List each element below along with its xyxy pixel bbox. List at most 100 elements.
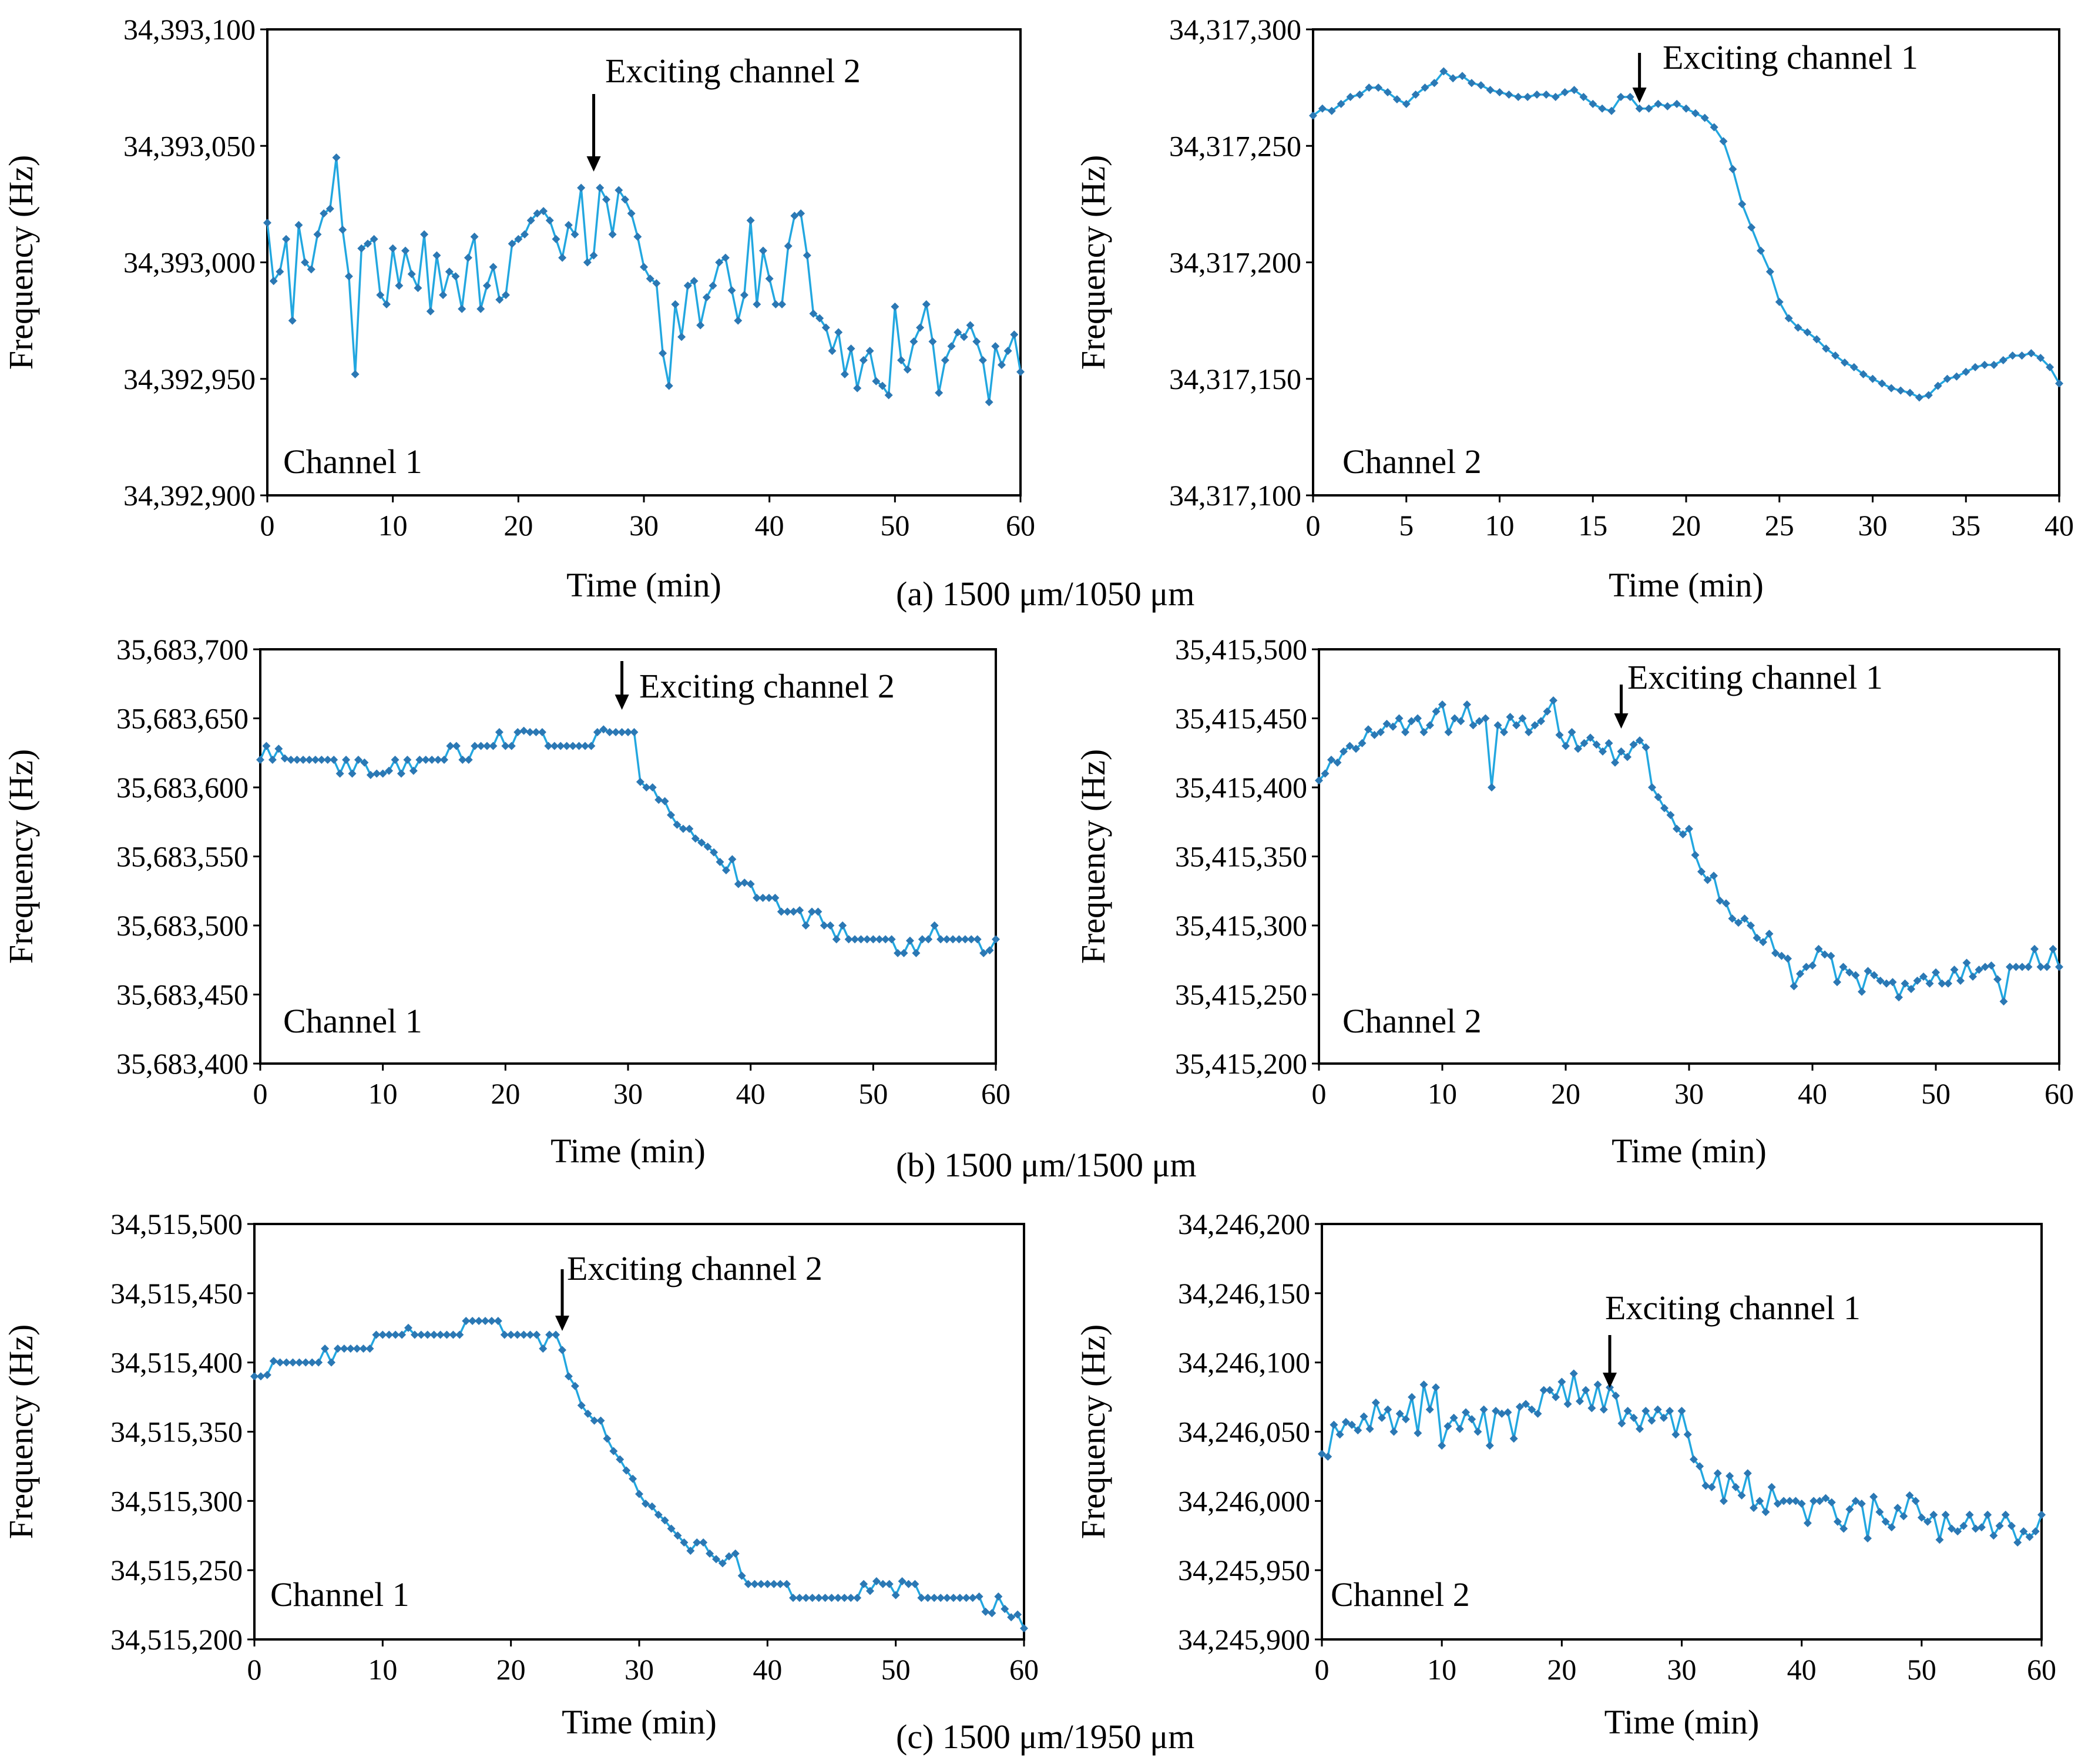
data-point: [1653, 1405, 1662, 1414]
data-point: [966, 321, 975, 330]
y-tick-label: 34,317,100: [1169, 479, 1301, 512]
channel-label: Channel 1: [283, 1002, 422, 1040]
data-point: [757, 1579, 766, 1588]
data-point: [712, 1555, 720, 1564]
data-point: [391, 1330, 400, 1339]
x-tick-label: 40: [1798, 1077, 1827, 1110]
data-point: [795, 1594, 804, 1602]
data-point: [476, 304, 485, 313]
data-point: [2031, 1527, 2040, 1536]
data-point: [550, 742, 559, 750]
data-point: [955, 935, 964, 944]
data-point: [826, 921, 835, 930]
data-point: [1586, 733, 1594, 742]
data-point: [1925, 979, 1934, 988]
data-point: [616, 1455, 625, 1464]
data-point: [501, 742, 510, 750]
data-point: [481, 1316, 489, 1325]
data-point: [1371, 1399, 1380, 1407]
data-point: [1929, 1510, 1938, 1519]
panel-c-channel-1-chart: 34,515,200 34,515,250 34,515,300 34,515,350…: [2, 1208, 1039, 1741]
data-point: [1346, 92, 1355, 101]
data-point: [710, 848, 719, 857]
data-point: [917, 1594, 926, 1602]
data-point: [1505, 90, 1513, 99]
series-line: [259, 728, 997, 954]
data-point: [1636, 1424, 1644, 1433]
data-point: [2017, 351, 2026, 360]
data-point: [924, 1594, 932, 1602]
data-point: [624, 728, 632, 736]
data-point: [417, 1330, 425, 1339]
data-point: [930, 1594, 939, 1602]
data-point: [814, 907, 823, 916]
data-point: [1337, 99, 1345, 108]
data-point: [439, 291, 448, 300]
y-tick-label: 34,515,350: [110, 1416, 243, 1448]
data-point: [897, 356, 906, 365]
data-point: [596, 183, 605, 192]
data-point: [1495, 88, 1504, 97]
data-point: [1455, 1424, 1464, 1433]
data-point: [404, 1323, 412, 1332]
data-point: [834, 1594, 842, 1602]
caption-panel-c: (c) 1500 μm/1950 μm: [896, 1718, 1194, 1756]
x-tick-label: 50: [1921, 1077, 1951, 1110]
data-point: [1761, 1508, 1770, 1517]
annotation-arrowhead: [1614, 713, 1629, 729]
data-point: [562, 742, 571, 750]
data-point: [859, 356, 868, 365]
data-point: [288, 316, 297, 325]
data-point: [862, 935, 871, 944]
data-point: [734, 316, 743, 325]
data-point: [429, 1330, 438, 1339]
data-point: [1557, 1377, 1566, 1386]
annotation-text: Exciting channel 2: [639, 667, 895, 705]
data-point: [1402, 99, 1411, 108]
data-point: [1765, 930, 1774, 938]
y-tick-label: 34,246,150: [1178, 1277, 1310, 1310]
data-point: [445, 267, 454, 276]
data-point: [494, 1316, 502, 1325]
data-point: [1569, 1369, 1578, 1378]
data-point: [1999, 997, 2008, 1006]
data-point: [1666, 1407, 1674, 1416]
data-point: [327, 1358, 335, 1367]
data-point: [323, 756, 332, 764]
data-point: [507, 742, 516, 750]
data-point: [1851, 1497, 1860, 1505]
data-point: [2043, 963, 2051, 971]
data-point: [583, 1409, 592, 1418]
data-point: [753, 300, 761, 308]
data-point: [1365, 1424, 1374, 1433]
data-point: [801, 921, 810, 930]
x-tick-label: 60: [1009, 1653, 1039, 1686]
data-point: [935, 388, 944, 397]
channel-label: Channel 2: [1331, 1575, 1470, 1614]
data-point: [1812, 335, 1821, 344]
data-point: [699, 1538, 708, 1547]
data-point: [988, 1609, 996, 1618]
data-point: [407, 270, 416, 279]
data-point: [872, 377, 881, 385]
data-point: [500, 1330, 509, 1339]
data-point: [1469, 721, 1478, 730]
data-point: [1635, 104, 1644, 113]
y-tick-label: 34,246,200: [1178, 1208, 1310, 1240]
data-point: [1545, 1386, 1554, 1394]
data-point: [1500, 728, 1508, 736]
data-point: [1689, 1455, 1698, 1464]
data-point: [685, 824, 694, 833]
data-point: [608, 230, 617, 239]
data-point: [765, 274, 774, 283]
data-point: [539, 207, 548, 216]
data-point: [1348, 1420, 1357, 1429]
data-point: [633, 232, 642, 241]
data-point: [1737, 1491, 1746, 1500]
data-point: [1999, 356, 2007, 365]
data-point: [1971, 1524, 1980, 1533]
data-point: [1747, 223, 1756, 232]
data-point: [363, 239, 372, 248]
data-point: [274, 744, 283, 753]
data-point: [1345, 742, 1354, 750]
